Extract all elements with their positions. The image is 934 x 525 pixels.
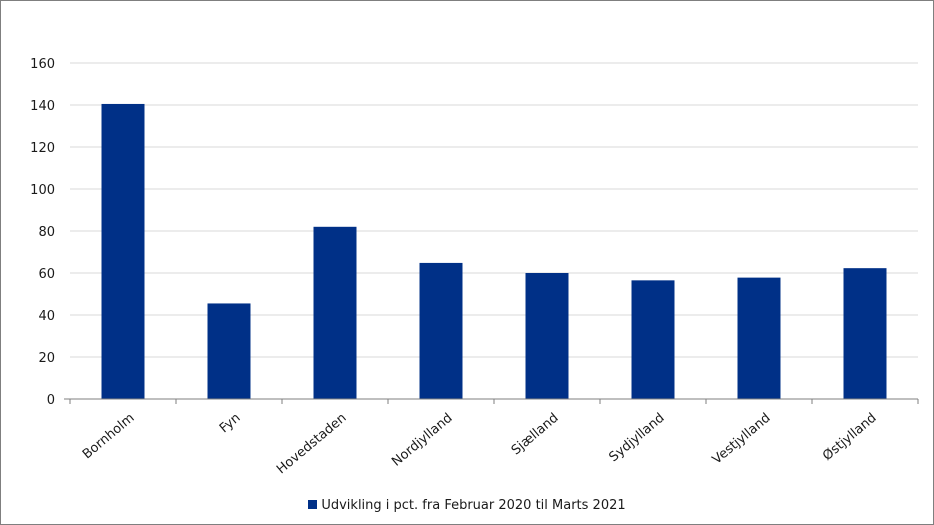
legend-label: Udvikling i pct. fra Februar 2020 til Ma… [321,498,626,513]
x-category-label: Hovedstaden [274,411,350,478]
x-category-label: Fyn [217,411,244,437]
y-tick-label: 160 [30,57,55,72]
legend-swatch [308,500,318,509]
y-tick-label: 20 [38,351,55,366]
x-axis [64,398,919,404]
bar-østjylland [843,268,887,399]
bar-vestjylland [737,277,781,399]
bar-nordjylland [419,262,463,399]
x-category-label: Sydjylland [606,411,667,466]
y-tick-label: 60 [38,267,55,282]
y-tick-label: 140 [30,99,55,114]
y-tick-label: 0 [47,393,55,408]
legend: Udvikling i pct. fra Februar 2020 til Ma… [0,498,934,513]
x-axis-category-labels: Bornholm Fyn Hovedstaden Nordjylland Sjællan… [80,411,880,478]
x-category-label: Sjælland [509,411,562,459]
bars [101,103,887,399]
y-tick-label: 40 [38,309,55,324]
y-axis-tick-labels: 0 20 40 60 80 100 120 140 160 [30,57,55,408]
bar-bornholm [101,103,145,399]
y-tick-label: 100 [30,183,55,198]
y-tick-label: 120 [30,141,55,156]
x-category-label: Bornholm [80,411,138,463]
x-category-label: Vestjylland [710,411,774,468]
x-category-label: Østjylland [820,411,880,464]
gridlines [70,62,918,358]
bar-sjælland [525,273,569,399]
x-category-label: Nordjylland [389,411,455,470]
bar-fyn [207,303,251,399]
y-tick-label: 80 [38,225,55,240]
bar-hovedstaden [313,226,357,399]
bar-sydjylland [631,280,675,399]
